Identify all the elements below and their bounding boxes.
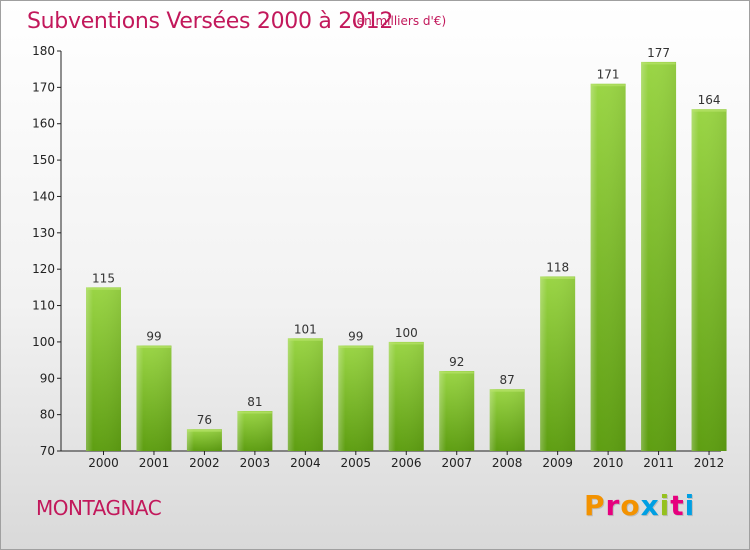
bar-group [540,276,576,451]
bar-value-label: 100 [395,326,418,340]
bar-value-label: 164 [698,93,721,107]
logo-letter: i [684,489,696,522]
x-tick-label: 2002 [189,456,220,470]
y-tick-label: 70 [40,444,55,458]
bar-highlight [86,287,121,290]
logo-letter: P [584,489,606,522]
x-tick-label: 2006 [391,456,422,470]
bar-value-label: 99 [348,330,363,344]
bar-value-label: 171 [597,68,620,82]
bar-shading [338,345,374,451]
bar-value-label: 118 [546,260,569,274]
bar-group [691,109,727,451]
bar-highlight [237,411,272,414]
bar-group [287,338,323,451]
bar-shading [540,276,576,451]
bar-group [388,341,424,451]
y-tick-label: 150 [32,153,55,167]
x-tick-label: 2005 [341,456,372,470]
commune-name: MONTAGNAC [36,496,162,520]
bar-highlight [338,346,373,349]
bar-group [641,61,677,452]
bar-shading [641,61,677,452]
bar-value-label: 76 [197,413,212,427]
bar-shading [388,341,424,451]
x-tick-label: 2003 [240,456,271,470]
bar-highlight [187,429,222,432]
x-tick-label: 2000 [88,456,119,470]
y-tick-label: 110 [32,299,55,313]
bar-highlight [288,338,323,341]
bar-value-label: 81 [247,395,262,409]
y-tick-label: 170 [32,80,55,94]
bar-shading [86,287,121,451]
bar-group [186,429,222,451]
x-tick-label: 2004 [290,456,321,470]
bar-value-label: 99 [146,330,161,344]
bar-highlight [389,342,424,345]
bar-shading [186,429,222,451]
bar-value-label: 101 [294,322,317,336]
proxiti-logo: Proxiti [584,489,695,522]
bar-highlight [490,389,525,392]
y-tick-label: 80 [40,408,55,422]
bar-shading [439,371,475,451]
bar-group [86,287,121,451]
y-tick-label: 120 [32,262,55,276]
bar-shading [691,109,727,451]
bar-value-label: 87 [500,373,515,387]
x-tick-label: 2012 [694,456,725,470]
x-tick-label: 2008 [492,456,523,470]
y-tick-label: 180 [32,44,55,58]
chart-subtitle: (en milliers d'€) [352,14,447,28]
logo-letter: i [659,489,671,522]
bar-group [237,411,273,451]
bar-highlight [692,109,727,112]
bar-highlight [591,84,626,87]
bar-value-label: 92 [449,355,464,369]
bar-highlight [641,62,676,65]
chart-title: Subventions Versées 2000 à 2012 [27,9,394,34]
bar-shading [287,338,323,451]
x-tick-label: 2009 [542,456,573,470]
y-tick-label: 140 [32,189,55,203]
bar-group [439,371,475,451]
y-tick-label: 130 [32,226,55,240]
logo-letter: t [670,489,685,522]
bar-highlight [136,346,171,349]
x-tick-label: 2007 [441,456,472,470]
bar-shading [237,411,273,451]
y-tick-label: 100 [32,335,55,349]
bar-value-label: 177 [647,46,670,60]
logo-letter: r [605,489,621,522]
x-tick-label: 2010 [593,456,624,470]
logo-letter: o [620,489,641,522]
bar-value-label: 115 [92,271,115,285]
bar-highlight [439,371,474,374]
bar-shading [489,389,525,451]
bar-group [590,83,626,452]
bar-group [136,345,172,451]
y-tick-label: 160 [32,117,55,131]
bar-shading [590,83,626,452]
x-tick-label: 2011 [643,456,674,470]
bar-group [338,345,374,451]
bar-highlight [540,276,575,279]
bar-shading [136,345,172,451]
bar-group [489,389,525,451]
y-tick-label: 90 [40,371,55,385]
x-tick-label: 2001 [139,456,170,470]
logo-letter: x [640,489,660,522]
